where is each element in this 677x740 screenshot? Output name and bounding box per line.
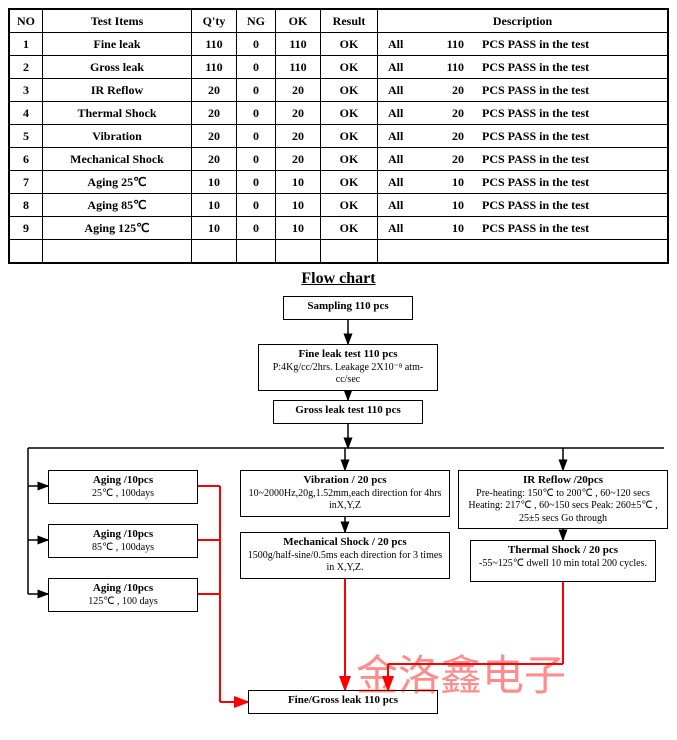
flow-node-ag1: Aging /10pcs25℃ , 100days <box>48 470 198 504</box>
cell: 20 <box>276 102 321 125</box>
cell: 110 <box>192 33 237 56</box>
cell: 4 <box>9 102 43 125</box>
col-header: OK <box>276 9 321 33</box>
cell: 20 <box>192 148 237 171</box>
col-header: NG <box>237 9 276 33</box>
cell: 0 <box>237 79 276 102</box>
table-row: 8Aging 85℃10010OKAll10PCS PASS in the te… <box>9 194 668 217</box>
table-row: 1Fine leak1100110OKAll110PCS PASS in the… <box>9 33 668 56</box>
cell: Aging 125℃ <box>43 217 192 240</box>
cell: OK <box>321 171 378 194</box>
cell: OK <box>321 148 378 171</box>
cell: 0 <box>237 194 276 217</box>
table-row: 9Aging 125℃10010OKAll10PCS PASS in the t… <box>9 217 668 240</box>
cell-description: All10PCS PASS in the test <box>378 171 669 194</box>
flowchart: Sampling 110 pcs Fine leak test 110 pcsP:… <box>8 292 669 732</box>
table-row: 5Vibration20020OKAll20PCS PASS in the te… <box>9 125 668 148</box>
cell: Gross leak <box>43 56 192 79</box>
cell: 110 <box>192 56 237 79</box>
cell: Aging 85℃ <box>43 194 192 217</box>
cell: 20 <box>192 79 237 102</box>
cell: 10 <box>276 217 321 240</box>
cell: 20 <box>276 148 321 171</box>
cell: OK <box>321 125 378 148</box>
table-body: 1Fine leak1100110OKAll110PCS PASS in the… <box>9 33 668 264</box>
cell: 5 <box>9 125 43 148</box>
cell: 0 <box>237 102 276 125</box>
col-header: Description <box>378 9 669 33</box>
cell: OK <box>321 79 378 102</box>
cell: 0 <box>237 56 276 79</box>
cell: 10 <box>276 194 321 217</box>
flow-node-ag2: Aging /10pcs85℃ , 100days <box>48 524 198 558</box>
cell: OK <box>321 102 378 125</box>
col-header: Test Items <box>43 9 192 33</box>
cell: 6 <box>9 148 43 171</box>
cell: Vibration <box>43 125 192 148</box>
cell: 0 <box>237 217 276 240</box>
flow-node-samp: Sampling 110 pcs <box>283 296 413 320</box>
cell: Thermal Shock <box>43 102 192 125</box>
cell-description: All10PCS PASS in the test <box>378 194 669 217</box>
flow-node-gross: Gross leak test 110 pcs <box>273 400 423 424</box>
cell-description: All20PCS PASS in the test <box>378 125 669 148</box>
cell: 0 <box>237 148 276 171</box>
flow-node-fine: Fine leak test 110 pcsP:4Kg/cc/2hrs. Lea… <box>258 344 438 391</box>
cell: 10 <box>192 217 237 240</box>
col-header: NO <box>9 9 43 33</box>
flow-node-thermal: Thermal Shock / 20 pcs-55~125℃ dwell 10 … <box>470 540 656 582</box>
cell: 10 <box>192 194 237 217</box>
cell: 110 <box>276 33 321 56</box>
cell: 8 <box>9 194 43 217</box>
flow-node-ag3: Aging /10pcs125℃ , 100 days <box>48 578 198 612</box>
cell: 20 <box>192 125 237 148</box>
col-header: Result <box>321 9 378 33</box>
cell-description: All20PCS PASS in the test <box>378 102 669 125</box>
table-header: NOTest ItemsQ'tyNGOKResultDescription <box>9 9 668 33</box>
cell: OK <box>321 56 378 79</box>
cell: 2 <box>9 56 43 79</box>
flow-node-ir: IR Reflow /20pcsPre-heating: 150℃ to 200… <box>458 470 668 529</box>
cell-description: All110PCS PASS in the test <box>378 56 669 79</box>
cell: OK <box>321 33 378 56</box>
table-row: 4Thermal Shock20020OKAll20PCS PASS in th… <box>9 102 668 125</box>
table-row-blank <box>9 240 668 264</box>
cell: OK <box>321 217 378 240</box>
cell: Fine leak <box>43 33 192 56</box>
cell: 10 <box>276 171 321 194</box>
table-row: 3IR Reflow20020OKAll20PCS PASS in the te… <box>9 79 668 102</box>
cell: 3 <box>9 79 43 102</box>
flow-node-final: Fine/Gross leak 110 pcs <box>248 690 438 714</box>
cell: 9 <box>9 217 43 240</box>
cell: 20 <box>276 79 321 102</box>
col-header: Q'ty <box>192 9 237 33</box>
table-row: 6Mechanical Shock20020OKAll20PCS PASS in… <box>9 148 668 171</box>
cell: 110 <box>276 56 321 79</box>
cell: Mechanical Shock <box>43 148 192 171</box>
cell: 20 <box>276 125 321 148</box>
cell-description: All10PCS PASS in the test <box>378 217 669 240</box>
flow-node-mech: Mechanical Shock / 20 pcs1500g/half-sine… <box>240 532 450 579</box>
cell: 7 <box>9 171 43 194</box>
cell: 20 <box>192 102 237 125</box>
flowchart-title: Flow chart <box>8 270 669 288</box>
cell: 10 <box>192 171 237 194</box>
table-row: 2Gross leak1100110OKAll110PCS PASS in th… <box>9 56 668 79</box>
flow-node-vib: Vibration / 20 pcs10~2000Hz,20g,1.52mm,e… <box>240 470 450 517</box>
cell: IR Reflow <box>43 79 192 102</box>
test-results-table: NOTest ItemsQ'tyNGOKResultDescription 1F… <box>8 8 669 264</box>
cell-description: All20PCS PASS in the test <box>378 79 669 102</box>
cell-description: All20PCS PASS in the test <box>378 148 669 171</box>
cell: 0 <box>237 125 276 148</box>
table-row: 7Aging 25℃10010OKAll10PCS PASS in the te… <box>9 171 668 194</box>
cell: 0 <box>237 33 276 56</box>
cell: Aging 25℃ <box>43 171 192 194</box>
cell-description: All110PCS PASS in the test <box>378 33 669 56</box>
cell: 1 <box>9 33 43 56</box>
cell: OK <box>321 194 378 217</box>
cell: 0 <box>237 171 276 194</box>
